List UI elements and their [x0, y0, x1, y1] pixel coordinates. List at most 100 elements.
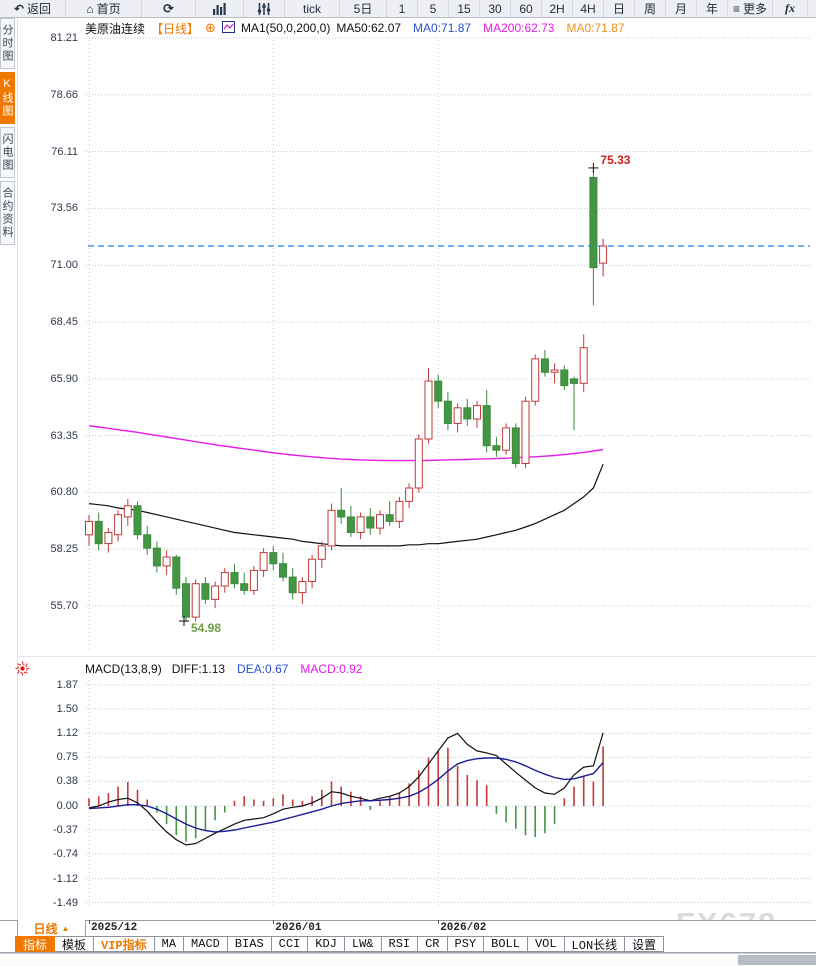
candle [599, 245, 608, 264]
ma-value-2: MA200:62.73 [483, 21, 555, 35]
interval-2h[interactable]: 2H [542, 0, 573, 17]
sun-icon[interactable] [15, 661, 30, 679]
tab-settings[interactable]: 设置 [625, 936, 665, 953]
tab-kdj[interactable]: KDJ [308, 936, 345, 952]
interval-1[interactable]: 1 [387, 0, 418, 17]
scrollbar-thumb[interactable] [738, 955, 816, 965]
ma-value-1: MA0:71.87 [413, 21, 472, 35]
y-axis-label: 1.50 [56, 702, 78, 715]
candle [182, 583, 190, 618]
y-axis-label: 71.00 [50, 259, 78, 272]
interval-5d-label: 5日 [353, 2, 373, 16]
mini-chart-icon [221, 20, 235, 36]
home-button-label: 首页 [96, 2, 121, 16]
x-axis-tick [438, 920, 440, 924]
tab-vip-indicator[interactable]: VIP指标 [94, 936, 155, 953]
bottom-scrollbar-track [0, 953, 816, 966]
candle [366, 516, 375, 529]
interval-tick-label: tick [303, 1, 321, 16]
candle [463, 407, 472, 420]
candle [356, 516, 365, 534]
x-axis-tick [273, 920, 275, 924]
x-axis-tick [89, 920, 90, 924]
tab-lightning-chart[interactable]: 闪电图 [0, 127, 15, 178]
interval-5d[interactable]: 5日 [340, 0, 387, 17]
interval-5[interactable]: 5 [418, 0, 449, 17]
candle [114, 514, 123, 536]
macd-value-0: DIFF:1.13 [171, 662, 226, 676]
interval-5-label: 5 [429, 1, 437, 16]
fx-button[interactable]: fx [773, 0, 808, 17]
y-axis-label: 78.66 [50, 88, 78, 101]
tab-lw[interactable]: LW& [344, 936, 382, 952]
interval-30[interactable]: 30 [480, 0, 511, 17]
candle [473, 405, 481, 420]
x-axis-row [0, 920, 816, 936]
indicator-settings-button[interactable] [244, 0, 285, 17]
chart-style-button[interactable] [196, 0, 244, 17]
y-axis-label: 58.25 [50, 543, 78, 556]
interval-day-label: 日 [612, 2, 625, 16]
tab-bias[interactable]: BIAS [227, 936, 272, 952]
x-axis-label: 2026/01 [275, 922, 322, 934]
candle [453, 407, 462, 424]
refresh-button[interactable]: ⟳ [142, 0, 196, 17]
tab-rsi[interactable]: RSI [381, 936, 419, 952]
more-button[interactable]: ≡ 更多 [728, 0, 773, 17]
add-indicator-icon[interactable]: ⊕ [205, 20, 216, 35]
interval-60-label: 60 [519, 1, 533, 16]
y-axis-label: -1.49 [52, 896, 78, 909]
candle [308, 558, 317, 583]
y-axis-label: 0.38 [56, 775, 78, 788]
chart-type-sidebar: 分时图 K线图闪电图合约资料 [0, 18, 17, 248]
candle [230, 572, 239, 585]
interval-15[interactable]: 15 [449, 0, 480, 17]
y-axis-label: 0.00 [56, 800, 78, 812]
tab-contract-info[interactable]: 合约资料 [0, 181, 15, 245]
interval-15-label: 15 [457, 1, 471, 16]
ma-value-3: MA0:71.87 [566, 21, 625, 35]
interval-tick[interactable]: tick [285, 0, 340, 17]
back-button[interactable]: ↶ 返回 [0, 0, 66, 17]
tab-template[interactable]: 模板 [55, 936, 95, 953]
tab-timeshare-chart[interactable]: 分时图 [0, 18, 15, 69]
candle [201, 583, 210, 600]
sidebar-divider [17, 18, 18, 920]
y-axis-label: 60.80 [50, 486, 78, 499]
x-axis-label: 2025/12 [91, 922, 138, 934]
candle [531, 358, 540, 402]
interval-year[interactable]: 年 [697, 0, 728, 17]
interval-4h[interactable]: 4H [573, 0, 604, 17]
x-axis-label: 2026/02 [440, 922, 487, 934]
interval-day[interactable]: 日 [604, 0, 635, 17]
macd-header: MACD(13,8,9) DIFF:1.13 DEA:0.67 MACD:0.92 [85, 661, 362, 677]
tab-psy[interactable]: PSY [447, 936, 485, 952]
interval-60[interactable]: 60 [511, 0, 542, 17]
home-button[interactable]: ⌂ 首页 [66, 0, 142, 17]
tab-cr[interactable]: CR [418, 936, 448, 952]
candle [317, 545, 326, 560]
svg-text:54.98: 54.98 [191, 621, 221, 635]
candle [385, 514, 394, 522]
tab-vol[interactable]: VOL [527, 936, 565, 952]
y-axis-label: 68.45 [50, 316, 78, 329]
period-selector[interactable]: 日线 ▲ [17, 920, 86, 936]
tab-boll[interactable]: BOLL [484, 936, 528, 952]
candle [162, 556, 171, 567]
candle [337, 509, 346, 518]
interval-week[interactable]: 周 [635, 0, 666, 17]
interval-year-label: 年 [705, 2, 718, 16]
candle [405, 487, 414, 502]
tab-cci[interactable]: CCI [271, 936, 309, 952]
tab-ma[interactable]: MA [154, 936, 185, 952]
interval-month[interactable]: 月 [666, 0, 697, 17]
interval-4h-label: 4H [580, 1, 596, 16]
candle [269, 552, 278, 565]
tab-indicator[interactable]: 指标 [15, 936, 56, 953]
y-axis-label: 65.90 [50, 372, 78, 385]
tab-kline-chart[interactable]: K线图 [0, 72, 15, 124]
candle [414, 438, 423, 489]
tab-lon[interactable]: LON长线 [564, 936, 626, 953]
tab-macd[interactable]: MACD [184, 936, 228, 952]
